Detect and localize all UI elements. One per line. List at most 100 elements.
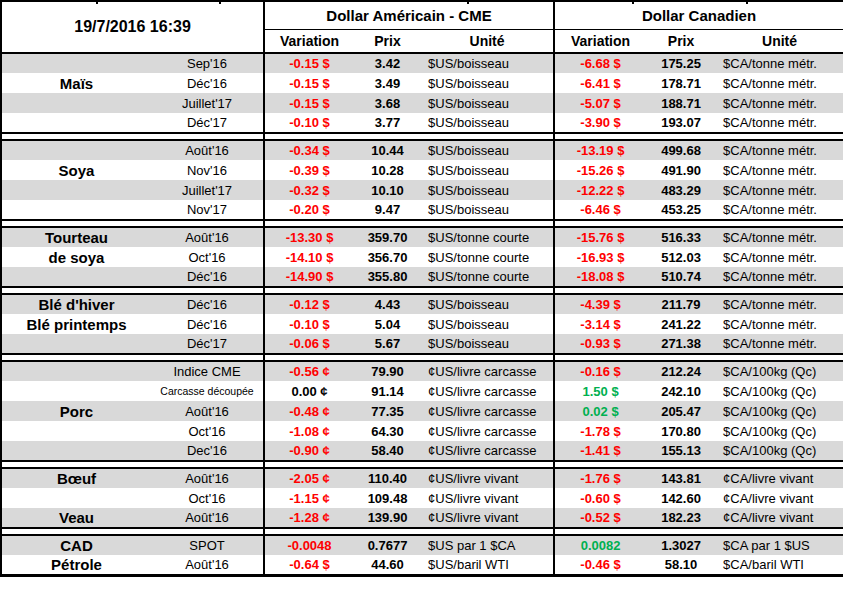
contract-month-cell[interactable]: Août'16 bbox=[151, 555, 264, 575]
column-header-us-prix[interactable]: Prix bbox=[354, 29, 421, 53]
us-unit-cell[interactable]: $US/boisseau bbox=[421, 314, 554, 334]
ca-unit-cell[interactable]: $CA/tonne métr. bbox=[716, 200, 843, 220]
commodity-label-cell[interactable]: Soya bbox=[1, 160, 151, 180]
ca-unit-cell[interactable]: ¢CA/livre vivant bbox=[716, 508, 843, 528]
us-unit-cell[interactable]: ¢US/livre carcasse bbox=[421, 421, 554, 441]
contract-month-cell[interactable]: Déc'17 bbox=[151, 334, 264, 354]
commodity-label-cell[interactable]: Tourteau bbox=[1, 227, 151, 247]
ca-price-cell[interactable]: 142.60 bbox=[646, 488, 716, 508]
ca-price-cell[interactable]: 242.10 bbox=[646, 381, 716, 401]
ca-price-cell[interactable]: 211.79 bbox=[646, 294, 716, 314]
contract-month-cell[interactable]: Oct'16 bbox=[151, 488, 264, 508]
commodity-label-cell[interactable] bbox=[1, 200, 151, 220]
us-variation-cell[interactable]: -0.64 $ bbox=[264, 555, 354, 575]
us-variation-cell[interactable]: -13.30 $ bbox=[264, 227, 354, 247]
commodity-label-cell[interactable] bbox=[1, 113, 151, 133]
ca-price-cell[interactable]: 155.13 bbox=[646, 441, 716, 461]
us-variation-cell[interactable]: -0.34 $ bbox=[264, 140, 354, 160]
us-unit-cell[interactable]: ¢US/livre carcasse bbox=[421, 381, 554, 401]
ca-variation-cell[interactable]: -1.41 $ bbox=[554, 441, 646, 461]
ca-variation-cell[interactable]: -5.07 $ bbox=[554, 93, 646, 113]
ca-price-cell[interactable]: 510.74 bbox=[646, 267, 716, 287]
ca-unit-cell[interactable]: $CA/tonne métr. bbox=[716, 267, 843, 287]
ca-variation-cell[interactable]: -3.90 $ bbox=[554, 113, 646, 133]
us-unit-cell[interactable]: ¢US/livre vivant bbox=[421, 488, 554, 508]
contract-month-cell[interactable]: Juillet'17 bbox=[151, 180, 264, 200]
us-price-cell[interactable]: 10.28 bbox=[354, 160, 421, 180]
us-price-cell[interactable]: 3.77 bbox=[354, 113, 421, 133]
us-variation-cell[interactable]: -2.05 ¢ bbox=[264, 468, 354, 488]
column-header-ca-variation[interactable]: Variation bbox=[554, 29, 646, 53]
ca-variation-cell[interactable]: -0.93 $ bbox=[554, 334, 646, 354]
contract-month-cell[interactable]: Août'16 bbox=[151, 508, 264, 528]
us-variation-cell[interactable]: 0.00 ¢ bbox=[264, 381, 354, 401]
contract-month-cell[interactable]: Juillet'17 bbox=[151, 93, 264, 113]
us-price-cell[interactable]: 3.49 bbox=[354, 73, 421, 93]
commodity-label-cell[interactable] bbox=[1, 334, 151, 354]
contract-month-cell[interactable]: Carcasse découpée bbox=[151, 381, 264, 401]
us-price-cell[interactable]: 110.40 bbox=[354, 468, 421, 488]
us-price-cell[interactable]: 355.80 bbox=[354, 267, 421, 287]
ca-unit-cell[interactable]: $CA/100kg (Qc) bbox=[716, 401, 843, 421]
us-unit-cell[interactable]: $US par 1 $CA bbox=[421, 535, 554, 555]
ca-variation-cell[interactable]: -0.16 $ bbox=[554, 361, 646, 381]
ca-unit-cell[interactable]: $CA/100kg (Qc) bbox=[716, 441, 843, 461]
ca-price-cell[interactable]: 1.3027 bbox=[646, 535, 716, 555]
ca-price-cell[interactable]: 205.47 bbox=[646, 401, 716, 421]
us-unit-cell[interactable]: $US/boisseau bbox=[421, 73, 554, 93]
contract-month-cell[interactable]: Oct'16 bbox=[151, 421, 264, 441]
contract-month-cell[interactable]: Déc'16 bbox=[151, 314, 264, 334]
us-price-cell[interactable]: 79.90 bbox=[354, 361, 421, 381]
us-unit-cell[interactable]: $US/boisseau bbox=[421, 334, 554, 354]
ca-unit-cell[interactable]: $CA/100kg (Qc) bbox=[716, 421, 843, 441]
us-price-cell[interactable]: 109.48 bbox=[354, 488, 421, 508]
us-unit-cell[interactable]: ¢US/livre vivant bbox=[421, 468, 554, 488]
contract-month-cell[interactable]: SPOT bbox=[151, 535, 264, 555]
ca-variation-cell[interactable]: -0.52 $ bbox=[554, 508, 646, 528]
us-price-cell[interactable]: 5.67 bbox=[354, 334, 421, 354]
contract-month-cell[interactable]: Nov'16 bbox=[151, 160, 264, 180]
ca-unit-cell[interactable]: $CA/tonne métr. bbox=[716, 334, 843, 354]
us-unit-cell[interactable]: $US/boisseau bbox=[421, 93, 554, 113]
ca-unit-cell[interactable]: ¢CA/livre vivant bbox=[716, 468, 843, 488]
us-unit-cell[interactable]: $US/tonne courte bbox=[421, 267, 554, 287]
us-variation-cell[interactable]: -0.32 $ bbox=[264, 180, 354, 200]
us-price-cell[interactable]: 359.70 bbox=[354, 227, 421, 247]
commodity-label-cell[interactable]: Blé printemps bbox=[1, 314, 151, 334]
ca-unit-cell[interactable]: $CA/tonne métr. bbox=[716, 113, 843, 133]
us-unit-cell[interactable]: ¢US/livre vivant bbox=[421, 508, 554, 528]
ca-variation-cell[interactable]: -13.19 $ bbox=[554, 140, 646, 160]
ca-price-cell[interactable]: 483.29 bbox=[646, 180, 716, 200]
us-variation-cell[interactable]: -0.06 $ bbox=[264, 334, 354, 354]
us-variation-cell[interactable]: -0.10 $ bbox=[264, 314, 354, 334]
ca-unit-cell[interactable]: $CA/tonne métr. bbox=[716, 180, 843, 200]
us-unit-cell[interactable]: ¢US/livre carcasse bbox=[421, 441, 554, 461]
contract-month-cell[interactable]: Août'16 bbox=[151, 140, 264, 160]
ca-price-cell[interactable]: 491.90 bbox=[646, 160, 716, 180]
ca-variation-cell[interactable]: -16.93 $ bbox=[554, 247, 646, 267]
us-price-cell[interactable]: 4.43 bbox=[354, 294, 421, 314]
us-unit-cell[interactable]: ¢US/livre carcasse bbox=[421, 401, 554, 421]
us-price-cell[interactable]: 77.35 bbox=[354, 401, 421, 421]
contract-month-cell[interactable]: Nov'17 bbox=[151, 200, 264, 220]
us-unit-cell[interactable]: $US/boisseau bbox=[421, 113, 554, 133]
us-price-cell[interactable]: 10.44 bbox=[354, 140, 421, 160]
us-price-cell[interactable]: 5.04 bbox=[354, 314, 421, 334]
column-header-us-unite[interactable]: Unité bbox=[421, 29, 554, 53]
contract-month-cell[interactable]: Indice CME bbox=[151, 361, 264, 381]
contract-month-cell[interactable]: Août'16 bbox=[151, 227, 264, 247]
us-variation-cell[interactable]: -0.15 $ bbox=[264, 93, 354, 113]
us-price-cell[interactable]: 64.30 bbox=[354, 421, 421, 441]
us-price-cell[interactable]: 44.60 bbox=[354, 555, 421, 575]
commodity-label-cell[interactable] bbox=[1, 441, 151, 461]
us-price-cell[interactable]: 3.42 bbox=[354, 53, 421, 73]
ca-unit-cell[interactable]: $CA/tonne métr. bbox=[716, 247, 843, 267]
us-unit-cell[interactable]: $US/tonne courte bbox=[421, 247, 554, 267]
ca-price-cell[interactable]: 188.71 bbox=[646, 93, 716, 113]
commodity-label-cell[interactable] bbox=[1, 93, 151, 113]
us-price-cell[interactable]: 9.47 bbox=[354, 200, 421, 220]
ca-price-cell[interactable]: 182.23 bbox=[646, 508, 716, 528]
ca-variation-cell[interactable]: 0.02 $ bbox=[554, 401, 646, 421]
column-header-ca-unite[interactable]: Unité bbox=[716, 29, 843, 53]
commodity-label-cell[interactable]: Porc bbox=[1, 401, 151, 421]
